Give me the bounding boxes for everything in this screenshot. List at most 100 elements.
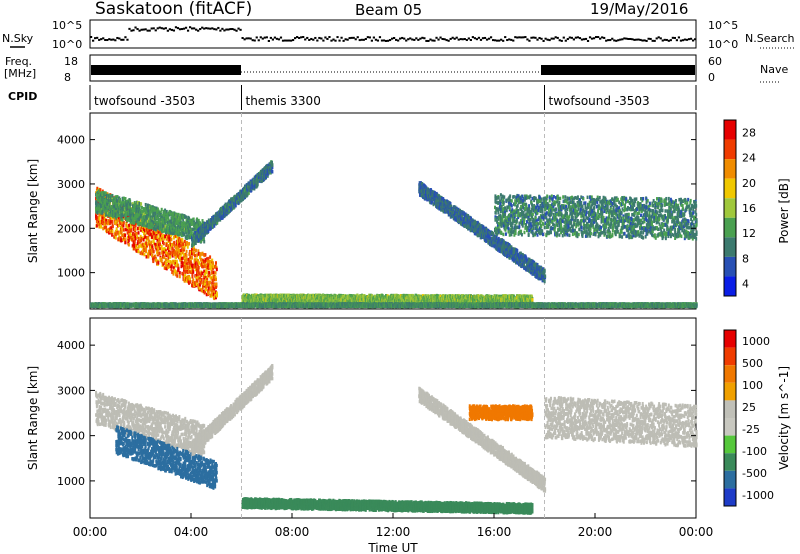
nsky-point: [100, 38, 102, 40]
nsky-point: [318, 37, 320, 39]
nsky-point: [650, 38, 652, 40]
nsky-point: [557, 37, 559, 39]
nsky-point: [90, 36, 92, 38]
scatter-cell: [186, 254, 188, 258]
scatter-cell: [167, 259, 169, 263]
scatter-cell: [125, 197, 127, 201]
scatter-cell: [111, 220, 113, 224]
nsky-point: [239, 29, 241, 31]
nsky-point: [589, 36, 591, 38]
scatter-cell: [215, 278, 217, 282]
scatter-cell: [161, 208, 163, 212]
nsky-point: [332, 39, 334, 41]
nsky-point: [530, 37, 532, 39]
nsky-point: [690, 38, 692, 40]
scatter-cell: [176, 260, 178, 264]
nsky-point: [145, 28, 147, 30]
nsky-point: [682, 39, 684, 41]
scatter-cell: [161, 245, 163, 249]
nsky-point: [664, 39, 666, 41]
nsky-point: [462, 38, 464, 40]
nsky-point: [161, 27, 163, 29]
nsky-point: [688, 38, 690, 40]
scatter-cell: [124, 234, 126, 238]
nsky-point: [155, 29, 157, 31]
freq-tick-top: 18: [64, 55, 78, 68]
nsky-point: [684, 39, 686, 41]
nsky-point: [619, 39, 621, 41]
nsky-point: [668, 40, 670, 42]
nsky-point: [149, 30, 151, 32]
nsky-point: [553, 38, 555, 40]
nsky-point: [201, 27, 203, 29]
nsky-point: [225, 29, 227, 31]
nsky-point: [256, 36, 258, 38]
nsky-point: [347, 39, 349, 41]
nsky-point: [401, 37, 403, 39]
nsky-point: [686, 39, 688, 41]
scatter-cell: [216, 294, 218, 298]
nsky-point: [252, 39, 254, 41]
scatter-cell: [116, 199, 118, 203]
freq-unit-label: [MHz]: [4, 67, 36, 80]
nsky-point: [631, 38, 633, 40]
nsky-point: [187, 30, 189, 32]
nsky-point: [244, 38, 246, 40]
nsky-point: [694, 38, 696, 40]
nsky-point: [153, 27, 155, 29]
nsky-point: [108, 38, 110, 40]
nsky-point: [278, 38, 280, 40]
nsky-point: [549, 39, 551, 41]
nsky-point: [448, 40, 450, 42]
nsky-point: [450, 38, 452, 40]
nsky-point: [577, 36, 579, 38]
nsky-point: [175, 26, 177, 28]
nsky-point: [296, 36, 298, 38]
scatter-cell: [188, 242, 190, 246]
nsky-point: [437, 39, 439, 41]
nsky-point: [227, 29, 229, 31]
nsky-point: [605, 40, 607, 42]
nsky-point: [579, 37, 581, 39]
nsky-point: [276, 38, 278, 40]
nsky-point: [429, 39, 431, 41]
nsky-point: [195, 29, 197, 31]
nsky-point: [488, 38, 490, 40]
nsky-point: [478, 37, 480, 39]
nsky-point: [185, 27, 187, 29]
nsky-point: [431, 39, 433, 41]
scatter-cell: [235, 204, 237, 208]
nsky-point: [633, 39, 635, 41]
nsky-point: [648, 38, 650, 40]
nsky-point: [512, 40, 514, 42]
nsky-point: [680, 40, 682, 42]
nsky-point: [203, 28, 205, 30]
nsky-point: [92, 40, 94, 42]
nsky-point: [302, 36, 304, 38]
nsky-point: [177, 27, 179, 29]
nsky-point: [272, 39, 274, 41]
nsky-point: [470, 39, 472, 41]
nsky-point: [242, 37, 244, 39]
nsky-point: [435, 37, 437, 39]
nsky-point: [409, 37, 411, 39]
nsky-point: [534, 37, 536, 39]
nsky-point: [250, 38, 252, 40]
scatter-cell: [206, 270, 208, 274]
nsky-point: [692, 39, 694, 41]
nsky-point: [136, 28, 138, 30]
nsky-point: [268, 40, 270, 42]
nsky-point: [254, 40, 256, 42]
nsky-point: [510, 39, 512, 41]
nsky-point: [173, 30, 175, 32]
nsky-point: [221, 28, 223, 30]
nsky-point: [169, 28, 171, 30]
nsky-point: [559, 39, 561, 41]
nsky-point: [381, 40, 383, 42]
nsky-point: [611, 38, 613, 40]
nsky-point: [365, 38, 367, 40]
scatter-cell: [178, 267, 180, 271]
nsky-point: [639, 39, 641, 41]
nsky-point: [674, 37, 676, 39]
nsky-point: [662, 40, 664, 42]
